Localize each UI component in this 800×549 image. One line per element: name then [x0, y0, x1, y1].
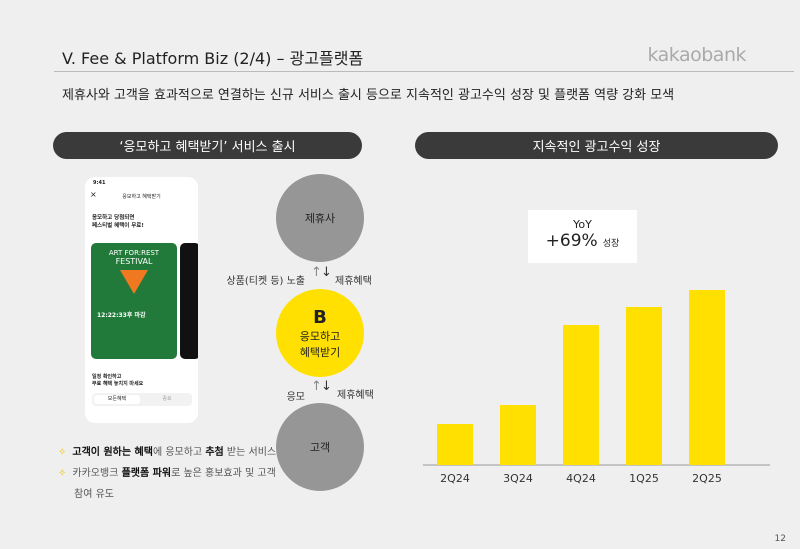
yoy-label: YoY — [573, 218, 592, 231]
revenue-bar-chart: 2Q24 3Q24 4Q24 1Q25 2Q25 — [423, 290, 770, 485]
diamond-bullet-icon: ✧ — [58, 468, 67, 479]
page-title: V. Fee & Platform Biz (2/4) – 광고플랫폼 — [62, 49, 364, 68]
bullet-bold: 플랫폼 파워 — [121, 468, 172, 479]
yoy-box: YoY +69% 성장 — [528, 210, 637, 263]
phone-title: 응모하고 혜택받기 — [122, 194, 161, 200]
bullet-bold: 고객이 원하는 혜택 — [72, 447, 153, 458]
divider — [54, 71, 794, 72]
flow-label: 제휴혜택 — [335, 276, 372, 287]
phone-mockup: 9:41 × 응모하고 혜택받기 응모하고 당첨되면 페스티벌 혜택이 무료! … — [85, 177, 198, 423]
countdown: 12:22:33후 마감 — [97, 312, 146, 319]
right-section-pill: 지속적인 광고수익 성장 — [415, 132, 778, 159]
card-title: FESTIVAL — [115, 257, 153, 266]
partner-label: 제휴사 — [304, 212, 336, 225]
x-tick-label: 3Q24 — [503, 472, 533, 485]
arrow-down-icon: ↓ — [321, 265, 332, 280]
phone-headline: 응모하고 당첨되면 — [92, 215, 135, 221]
section-title: 무료 혜택 놓치지 마세요 — [92, 381, 144, 387]
bullet-bold: 추첨 — [205, 447, 224, 458]
left-section-pill: ‘응모하고 혜택받기’ 서비스 출시 — [53, 132, 362, 159]
x-tick-label: 2Q24 — [440, 472, 470, 485]
bullet-list: ✧ 고객이 원하는 혜택에 응모하고 추첨 받는 서비스 ✧ 카카오뱅크 플랫폼 파… — [58, 442, 288, 505]
bar-4Q24 — [563, 325, 599, 465]
bullet-text: 로 높은 홍보효과 및 고객 참여 유도 — [74, 468, 276, 500]
festival-card[interactable]: ART FOR:REST FESTIVAL 12:22:33후 마감 — [91, 243, 177, 359]
kakaobank-b-icon: B — [313, 306, 327, 328]
subtitle: 제휴사와 고객을 효과적으로 연결하는 신규 서비스 출시 등으로 지속적인 광… — [62, 88, 675, 103]
festival-artwork — [120, 270, 148, 294]
bullet-item: ✧ 카카오뱅크 플랫폼 파워로 높은 홍보효과 및 고객 참여 유도 — [58, 463, 288, 505]
flow-label: 상품(티켓 등) 노출 — [226, 276, 305, 287]
diamond-bullet-icon: ✧ — [58, 447, 67, 458]
tab-ended[interactable]: 종료 — [162, 396, 172, 402]
customer-node: 고객 — [276, 403, 364, 491]
arrow-down-icon: ↓ — [321, 379, 332, 394]
x-tick-label: 1Q25 — [629, 472, 659, 485]
status-time: 9:41 — [93, 180, 106, 186]
section-title: 일정 확인하고 — [92, 374, 122, 380]
partner-node: 제휴사 — [276, 174, 364, 262]
flow-label: 제휴혜택 — [337, 390, 374, 401]
x-tick-label: 4Q24 — [566, 472, 596, 485]
bullet-text: 에 응모하고 — [152, 447, 206, 458]
yoy-suffix: 성장 — [602, 239, 620, 249]
kakaobank-logo: kakaobank — [647, 44, 747, 66]
bullet-text: 카카오뱅크 — [72, 468, 122, 479]
tab-bar: 모든혜택 종료 — [92, 393, 192, 406]
page-number: 12 — [774, 534, 786, 544]
service-label: 응모하고 — [299, 329, 341, 343]
service-label: 혜택받기 — [299, 345, 341, 359]
close-icon[interactable]: × — [90, 190, 97, 199]
arrow-up-icon: ↑ — [311, 379, 322, 394]
bullet-item: ✧ 고객이 원하는 혜택에 응모하고 추첨 받는 서비스 — [58, 442, 288, 463]
bullet-text: 받는 서비스 — [223, 447, 277, 458]
bar-2Q25 — [689, 290, 725, 465]
tab-all[interactable]: 모든혜택 — [94, 395, 140, 404]
flow-label: 응모 — [286, 392, 305, 403]
next-card[interactable] — [180, 243, 198, 359]
bar-1Q25 — [626, 307, 662, 465]
bar-2Q24 — [437, 424, 473, 465]
card-title: ART FOR:REST — [108, 249, 160, 257]
arrow-up-icon: ↑ — [311, 265, 322, 280]
x-tick-label: 2Q25 — [692, 472, 722, 485]
customer-label: 고객 — [309, 441, 331, 454]
service-node: B 응모하고 혜택받기 — [276, 289, 364, 377]
yoy-value: +69% — [545, 231, 598, 251]
phone-headline: 페스티벌 혜택이 무료! — [92, 223, 144, 229]
bar-3Q24 — [500, 405, 536, 465]
